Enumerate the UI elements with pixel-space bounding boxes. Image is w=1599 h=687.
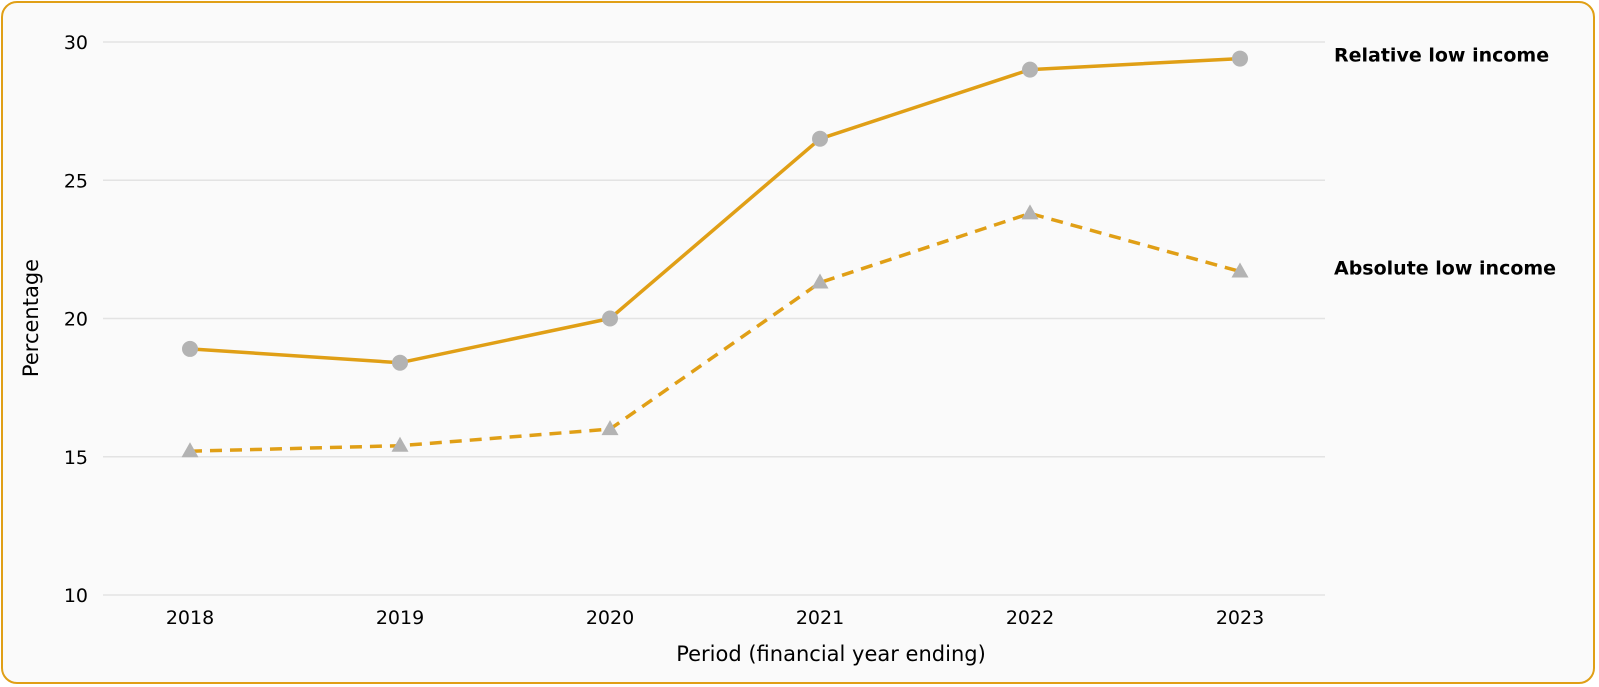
x-tick-label: 2022 <box>1006 607 1054 629</box>
y-tick-label: 20 <box>64 309 88 331</box>
series-line-0 <box>189 56 1241 365</box>
x-tick-label: 2021 <box>796 607 844 629</box>
marker-point <box>1231 262 1249 278</box>
marker-point <box>181 442 199 458</box>
marker-point <box>601 420 619 436</box>
x-tick-label: 2019 <box>376 607 424 629</box>
marker-point <box>812 130 828 147</box>
y-tick-label: 10 <box>64 585 88 607</box>
marker-point <box>602 310 618 327</box>
x-tick-label: 2018 <box>166 607 214 629</box>
marker-point <box>182 340 198 357</box>
series-labels: Relative low income Absolute low income <box>1334 45 1556 280</box>
y-axis-title: Percentage <box>19 259 43 377</box>
marker-point <box>811 273 829 289</box>
y-tick-label: 15 <box>64 447 88 469</box>
series-label: Relative low income <box>1334 45 1549 67</box>
gridlines <box>103 41 1325 596</box>
x-tick-label: 2023 <box>1216 607 1264 629</box>
marker-point <box>1022 61 1038 78</box>
y-axis-ticks: 10 15 20 25 30 <box>64 32 88 607</box>
marker-point <box>392 354 408 371</box>
y-tick-label: 30 <box>64 32 88 54</box>
series-label: Absolute low income <box>1334 257 1556 279</box>
marker-point <box>391 436 409 452</box>
marker-point <box>1021 204 1039 220</box>
series-line-1 <box>189 211 1241 453</box>
marker-point <box>1232 50 1248 67</box>
series-lines <box>189 56 1241 453</box>
x-axis-title: Period (financial year ending) <box>676 642 986 666</box>
x-tick-label: 2020 <box>586 607 634 629</box>
x-axis-ticks: 2018 2019 2020 2021 2022 2023 <box>166 607 1264 629</box>
series-markers <box>181 50 1249 458</box>
y-tick-label: 25 <box>64 170 88 192</box>
line-chart: 10 15 20 25 30 2018 2019 2020 2021 2022 2023 Rela… <box>19 32 1556 666</box>
